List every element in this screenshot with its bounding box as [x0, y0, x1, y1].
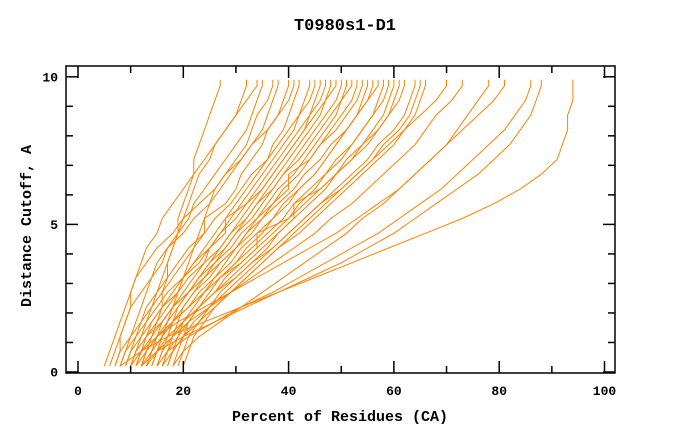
gdt-curve — [119, 79, 574, 367]
x-tick-label: 60 — [386, 384, 402, 399]
gdt-curve — [182, 79, 426, 367]
y-tick-label: 5 — [50, 218, 58, 233]
chart-title: T0980s1-D1 — [294, 17, 396, 36]
curve-group — [103, 79, 574, 367]
x-tick-label: 80 — [491, 384, 507, 399]
gdt-curve — [114, 79, 316, 367]
x-tick-label: 40 — [281, 384, 297, 399]
y-axis-label: Distance Cutoff, A — [19, 145, 36, 307]
tick-group — [66, 66, 615, 373]
gdt-curve — [103, 79, 258, 367]
x-tick-label: 0 — [74, 384, 82, 399]
y-tick-label: 0 — [50, 366, 58, 381]
tick-label-group: 0 20 40 60 80 100 0 5 10 — [42, 70, 616, 399]
y-tick-label: 10 — [42, 70, 58, 85]
gdt-curve — [130, 79, 379, 367]
gdt-curve — [130, 79, 505, 367]
gdt-curve — [172, 79, 490, 367]
gdt-curve — [156, 79, 321, 367]
gdt-curve — [119, 79, 337, 367]
x-tick-label: 100 — [593, 384, 617, 399]
x-axis-label: Percent of Residues (CA) — [232, 409, 448, 426]
x-tick-label: 20 — [175, 384, 191, 399]
gdt-curve — [140, 79, 221, 367]
gdt-curve — [140, 79, 542, 367]
gdt-curve — [151, 79, 421, 367]
gdt-curve — [156, 79, 532, 367]
gdt-curve — [124, 79, 353, 367]
gdt-curve — [135, 79, 405, 367]
gdt-curve — [140, 79, 342, 367]
gdt-curve — [119, 79, 263, 367]
gdt-curve — [114, 79, 295, 367]
gdt-curve — [145, 79, 463, 367]
gdt-curve — [161, 79, 447, 367]
